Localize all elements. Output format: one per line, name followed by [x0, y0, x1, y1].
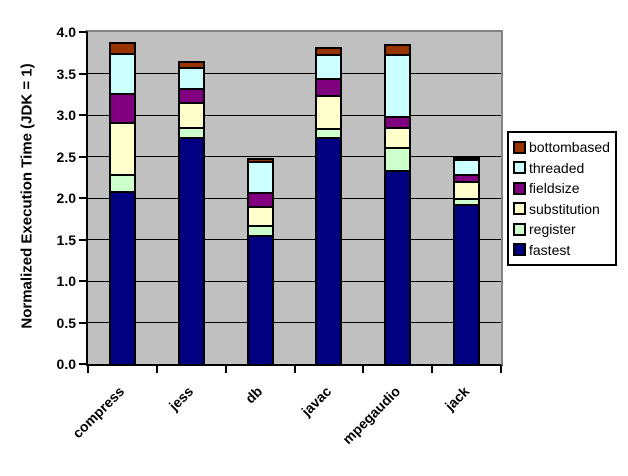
bar-segment-substitution [315, 95, 343, 131]
bar-segment-fieldsize [315, 78, 343, 98]
legend-swatch-fastest [513, 243, 526, 257]
bar-segment-threaded [453, 158, 481, 176]
y-tick-label: 4.0 [56, 24, 76, 40]
x-tick [87, 366, 89, 373]
x-category-label: jess [165, 383, 197, 414]
legend-label: bottombased [529, 139, 610, 156]
y-tick-label: 3.5 [56, 65, 76, 82]
y-tick [79, 155, 86, 158]
y-tick-label: 1.0 [56, 273, 76, 289]
legend-label: threaded [529, 159, 585, 176]
y-tick-label: 2.0 [56, 190, 76, 206]
bar-segment-fastest [246, 235, 274, 366]
bar-segment-fastest [108, 191, 136, 366]
bar-segment-fieldsize [108, 93, 136, 124]
bar-segment-threaded [384, 53, 412, 118]
x-tick [155, 366, 158, 373]
x-tick [224, 366, 227, 373]
gridline [88, 114, 501, 116]
y-tick-label: 1.5 [56, 231, 76, 248]
y-tick [79, 321, 86, 324]
legend-item: fieldsize [513, 180, 611, 196]
bar-segment-substitution [108, 121, 136, 176]
legend-label: fieldsize [529, 180, 580, 197]
bar-segment-substitution [384, 127, 412, 150]
bar-segment-bottombased [108, 41, 136, 55]
y-tick [79, 197, 86, 199]
bar-segment-threaded [177, 66, 205, 90]
x-category-label: db [241, 383, 266, 407]
bar-segment-fieldsize [384, 115, 412, 130]
legend-swatch-threaded [513, 161, 526, 175]
y-axis-title: Normalized Execution Time (JDK = 1) [18, 63, 36, 329]
x-tick [293, 366, 296, 373]
y-tick [79, 238, 86, 241]
y-tick-label: 2.5 [56, 148, 76, 165]
legend-item: fastest [513, 242, 611, 258]
bar-segment-threaded [315, 53, 343, 81]
y-tick-label: 3.0 [56, 107, 76, 123]
bar-segment-register [384, 147, 412, 172]
y-tick [79, 114, 86, 116]
bar-segment-bottombased [453, 156, 481, 161]
y-tick [79, 363, 86, 365]
bar-segment-threaded [246, 161, 274, 195]
bar-segment-fastest [453, 203, 481, 366]
legend-label: substitution [529, 200, 600, 217]
bar-segment-register [108, 173, 136, 194]
y-tick [79, 31, 86, 33]
y-tick-label: 0.0 [56, 356, 76, 372]
bar-segment-fastest [315, 136, 343, 366]
bar-segment-bottombased [315, 46, 343, 56]
legend-swatch-substitution [513, 202, 526, 216]
bar-segment-substitution [246, 206, 274, 227]
x-category-label: javac [298, 383, 335, 420]
gridline [88, 322, 501, 323]
bar-segment-fieldsize [177, 87, 205, 104]
legend-swatch-fieldsize [513, 181, 526, 195]
y-tick [79, 280, 86, 282]
x-category-label: mpegaudio [338, 383, 404, 448]
legend-item: bottombased [513, 139, 611, 155]
gridline [88, 197, 501, 199]
gridline [88, 73, 501, 74]
legend: bottombased threaded fieldsize substitution… [507, 131, 617, 266]
x-tick [431, 366, 434, 373]
x-tick [500, 366, 502, 373]
plot-area [86, 30, 503, 366]
bar-segment-bottombased [177, 61, 205, 69]
bar-segment-bottombased [246, 158, 274, 164]
legend-swatch-bottombased [513, 140, 526, 154]
gridline [88, 280, 501, 282]
bar-segment-substitution [453, 181, 481, 200]
legend-label: register [529, 221, 576, 238]
bar-segment-threaded [108, 52, 136, 96]
legend-item: substitution [513, 201, 611, 217]
y-tick [79, 72, 86, 75]
legend-label: fastest [529, 241, 571, 258]
bar-segment-fastest [177, 136, 205, 366]
legend-item: register [513, 221, 611, 237]
legend-item: threaded [513, 160, 611, 176]
bar-segment-fastest [384, 169, 412, 366]
gridline [88, 156, 501, 157]
bar-segment-substitution [177, 101, 205, 129]
bar-segment-bottombased [384, 44, 412, 56]
bar-segment-fieldsize [246, 192, 274, 209]
y-tick-label: 0.5 [56, 314, 76, 331]
x-category-label: jack [441, 383, 472, 414]
x-tick [362, 366, 365, 373]
gridline [88, 239, 501, 240]
legend-swatch-register [513, 222, 526, 236]
x-category-label: compress [69, 383, 128, 442]
